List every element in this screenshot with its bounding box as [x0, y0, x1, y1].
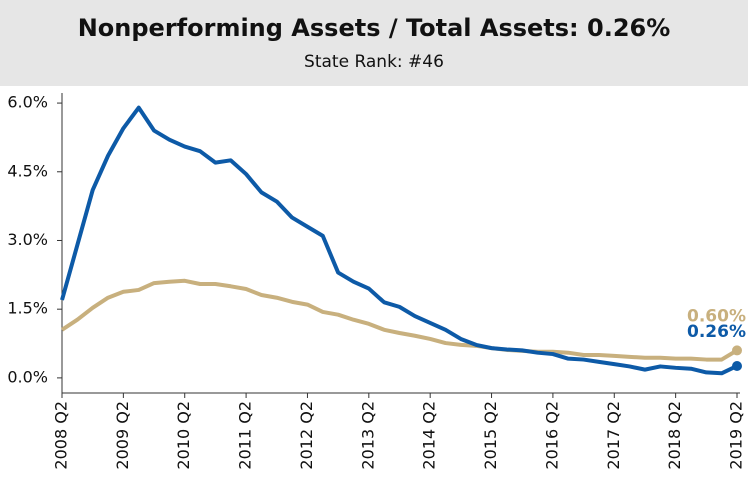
- x-tick-label: 2012 Q2: [297, 401, 316, 470]
- x-tick-label: 2014 Q2: [420, 401, 439, 470]
- y-tick-label: 3.0%: [7, 230, 48, 249]
- header-band: [0, 0, 748, 86]
- y-tick-label: 4.5%: [7, 161, 48, 180]
- y-tick-label: 6.0%: [7, 93, 48, 112]
- y-tick-label: 1.5%: [7, 299, 48, 318]
- x-tick-label: 2008 Q2: [52, 401, 71, 470]
- series-line: [60, 105, 738, 376]
- x-tick-label: 2013 Q2: [358, 401, 377, 470]
- value-label: 0.26%: [687, 322, 746, 342]
- x-tick-label: 2019 Q2: [727, 401, 746, 470]
- y-tick-label: 0.0%: [7, 367, 48, 386]
- value-label: 0.60%: [687, 306, 746, 326]
- x-tick-label: 2017 Q2: [604, 401, 623, 470]
- x-tick-label: 2009 Q2: [113, 401, 132, 470]
- x-tick-label: 2015 Q2: [481, 401, 500, 470]
- chart-title: Nonperforming Assets / Total Assets: 0.2…: [78, 14, 671, 42]
- x-tick-label: 2018 Q2: [665, 401, 684, 470]
- x-tick-label: 2016 Q2: [542, 401, 561, 470]
- chart-subtitle: State Rank: #46: [304, 52, 444, 72]
- x-tick-label: 2010 Q2: [174, 401, 193, 470]
- end-dot: [732, 360, 742, 371]
- end-dot: [732, 345, 742, 356]
- x-tick-label: 2011 Q2: [236, 401, 255, 470]
- series-line: [60, 278, 739, 362]
